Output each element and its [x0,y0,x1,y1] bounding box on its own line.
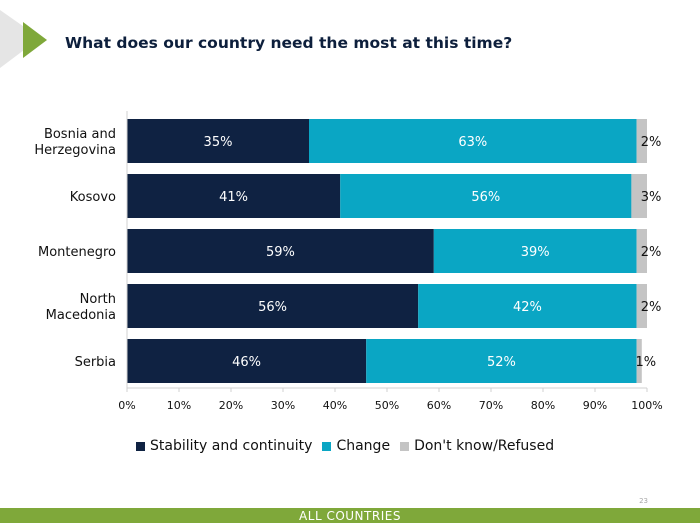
bar-bosnia-and-herzegovina-don-t-know-refused [636,119,647,163]
data-label-north-macedonia-0: 56% [258,300,287,315]
x-tick-label-0: 0% [118,399,135,412]
x-tick-label-7: 70% [479,399,503,412]
x-tick-label-2: 20% [219,399,243,412]
bar-serbia-stability-and-continuity [127,339,367,383]
stacked-bar-chart: Bosnia and Herzegovina Kosovo Montenegro Nor… [34,111,663,412]
x-axis: 0% 10% 20% 30% 40% 50% 60% 70% 80% 90% 100% [118,111,663,412]
data-label-bosnia-and-herzegovina-0: 35% [204,135,233,150]
page-number: 23 [639,497,648,505]
data-label-bosnia-and-herzegovina-1: 63% [458,135,487,150]
category-label-montenegro: Montenegro [38,245,116,260]
data-label-kosovo-2: 3% [641,190,662,205]
x-tick-label-4: 40% [323,399,347,412]
data-label-bosnia-and-herzegovina-2: 2% [641,135,662,150]
data-label-north-macedonia-2: 2% [641,300,662,315]
footer-label: ALL COUNTRIES [299,509,401,523]
data-label-serbia-2: 1% [635,355,656,370]
bar-north-macedonia-don-t-know-refused [636,284,647,328]
x-tick-label-1: 10% [167,399,191,412]
category-label-north-macedonia: North Macedonia [46,292,116,323]
x-tick-label-10: 100% [631,399,662,412]
legend-label-stability: Stability and continuity [150,438,313,454]
x-tick-label-9: 90% [583,399,607,412]
data-label-north-macedonia-1: 42% [513,300,542,315]
corner-arrow-back-shape [0,10,40,68]
legend-label-dont-know: Don't know/Refused [414,438,555,454]
category-label-serbia: Serbia [75,355,116,370]
category-label-bosnia-and-herzegovina: Bosnia and Herzegovina [34,127,116,158]
legend-swatch-dont-know [400,441,410,451]
x-tick-label-8: 80% [531,399,555,412]
data-label-montenegro-2: 2% [641,245,662,260]
bar-montenegro-change [433,229,637,273]
data-label-kosovo-0: 41% [219,190,248,205]
bar-serbia-don-t-know-refused [636,339,642,383]
bar-bosnia-and-herzegovina-stability-and-continuity [127,119,309,163]
bar-kosovo-change [340,174,632,218]
data-label-montenegro-1: 39% [521,245,550,260]
legend-swatch-stability [136,441,145,451]
legend-item-stability: Stability and continuity [136,438,312,454]
data-label-kosovo-1: 56% [471,190,500,205]
x-tick-label-6: 60% [427,399,451,412]
bar-bosnia-and-herzegovina-change [309,119,637,163]
legend-item-dont-know: Don't know/Refused [400,438,554,454]
legend: Stability and continuity Change Don't kn… [136,438,564,454]
bars: 35% 63% 2% 41% 56% 3% 59% 39% 2% 56% 42% 2% 46% 52% 1% [127,119,661,383]
bar-kosovo-don-t-know-refused [631,174,647,218]
data-label-serbia-0: 46% [232,355,261,370]
footer-bar: ALL COUNTRIES [0,508,700,523]
bar-montenegro-don-t-know-refused [636,229,647,273]
page-title: What does our country need the most at t… [65,34,513,52]
data-label-montenegro-0: 59% [266,245,295,260]
bar-serbia-change [366,339,637,383]
legend-swatch-change [322,441,332,451]
bar-north-macedonia-change [418,284,637,328]
x-tick-label-3: 30% [271,399,295,412]
bar-montenegro-stability-and-continuity [127,229,434,273]
corner-arrow-icon [0,10,47,68]
corner-arrow-front-shape [23,22,47,58]
x-tick-label-5: 50% [375,399,399,412]
legend-label-change: Change [336,438,391,454]
bar-north-macedonia-stability-and-continuity [127,284,419,328]
legend-item-change: Change [322,438,390,454]
category-labels: Bosnia and Herzegovina Kosovo Montenegro Nor… [34,127,116,370]
bar-kosovo-stability-and-continuity [127,174,341,218]
data-label-serbia-1: 52% [487,355,516,370]
category-label-kosovo: Kosovo [70,190,116,205]
